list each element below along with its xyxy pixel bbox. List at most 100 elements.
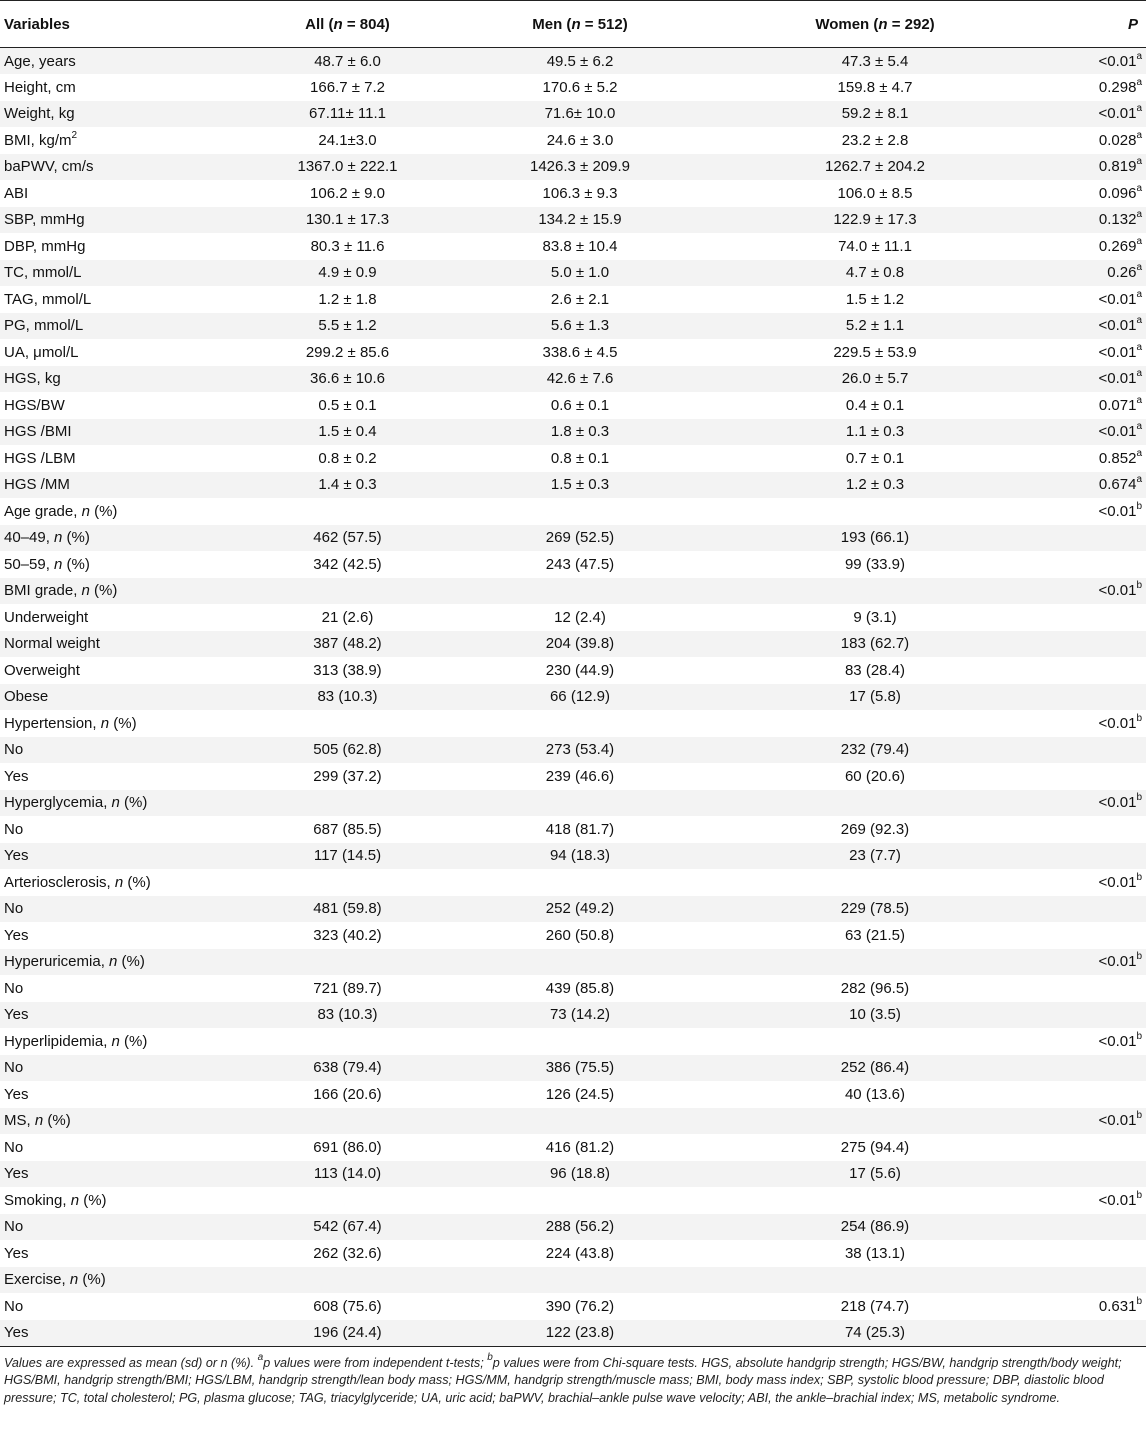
cell-p-value xyxy=(1040,684,1146,711)
table-row: No 687 (85.5) 418 (81.7) 269 (92.3) xyxy=(0,816,1146,843)
cell-all: 80.3 ± 11.6 xyxy=(310,237,385,255)
cell-men: 252 (49.2) xyxy=(545,900,615,918)
cell-men: 239 (46.6) xyxy=(545,767,615,785)
cell-men: 5.0 ± 1.0 xyxy=(550,264,610,282)
footnote-sup-a: a xyxy=(257,1352,264,1364)
cell-p-value xyxy=(1040,604,1146,631)
cell-men: 49.5 ± 6.2 xyxy=(546,52,614,70)
cell-p-value: <0.01b xyxy=(1098,500,1142,520)
cell-variable: Yes xyxy=(4,1324,29,1341)
cell-women: 229 (78.5) xyxy=(840,900,910,918)
cell-variable: HGS/BW xyxy=(4,396,65,414)
cell-p-value: <0.01a xyxy=(1098,315,1142,335)
cell-women: 4.7 ± 0.8 xyxy=(845,264,905,282)
cell-all: 196 (24.4) xyxy=(313,1324,382,1341)
cell-all xyxy=(245,1028,450,1055)
table-row: Smoking, n (%) <0.01b xyxy=(0,1187,1146,1214)
cell-p-value: 0.852a xyxy=(1098,447,1142,467)
cell-p-value xyxy=(1040,525,1146,552)
cell-women: 38 (13.1) xyxy=(844,1244,906,1262)
cell-all: 1.4 ± 0.3 xyxy=(318,476,377,494)
cell-all: 130.1 ± 17.3 xyxy=(305,211,390,229)
cell-all xyxy=(245,869,450,896)
cell-p-value xyxy=(1040,631,1146,658)
cell-all: 5.5 ± 1.2 xyxy=(318,317,377,335)
table-row: TAG, mmol/L 1.2 ± 1.8 2.6 ± 2.1 1.5 ± 1.2 <0… xyxy=(0,286,1146,313)
cell-p-value xyxy=(1040,1161,1146,1188)
cell-men: 224 (43.8) xyxy=(545,1244,615,1262)
table-row: DBP, mmHg 80.3 ± 11.6 83.8 ± 10.4 74.0 ± 11… xyxy=(0,233,1146,260)
table-row: No 638 (79.4) 386 (75.5) 252 (86.4) xyxy=(0,1054,1146,1081)
cell-p-value: <0.01b xyxy=(1098,871,1142,891)
cell-all xyxy=(245,578,450,605)
cell-women: 275 (94.4) xyxy=(840,1138,910,1156)
cell-p-value xyxy=(1040,922,1146,949)
cell-variable: No xyxy=(4,820,24,838)
cell-men: 418 (81.7) xyxy=(545,820,615,838)
table-row: TC, mmol/L 4.9 ± 0.9 5.0 ± 1.0 4.7 ± 0.8 0.2… xyxy=(0,259,1146,286)
table-row: Underweight 21 (2.6) 12 (2.4) 9 (3.1) xyxy=(0,604,1146,631)
cell-p-value xyxy=(1040,1002,1146,1029)
cell-all: 113 (14.0) xyxy=(313,1165,382,1183)
cell-women: 0.4 ± 0.1 xyxy=(845,396,905,414)
cell-men: 0.8 ± 0.1 xyxy=(550,449,610,467)
cell-variable: MS, n (%) xyxy=(4,1112,71,1130)
cell-p-value: 0.028a xyxy=(1098,129,1142,149)
cell-variable: No xyxy=(4,1059,24,1077)
cell-variable: Arteriosclerosis, n (%) xyxy=(4,873,151,891)
cell-men: 416 (81.2) xyxy=(545,1138,615,1156)
table-row: 40–49, n (%) 462 (57.5) 269 (52.5) 193 (66.… xyxy=(0,524,1146,552)
cell-women: 60 (20.6) xyxy=(844,767,906,785)
cell-all: 691 (86.0) xyxy=(313,1138,382,1156)
cell-variable: Obese xyxy=(4,688,49,706)
cell-women: 23 (7.7) xyxy=(849,847,901,865)
cell-p-value xyxy=(1040,763,1146,790)
cell-all xyxy=(245,498,450,525)
cell-all: 4.9 ± 0.9 xyxy=(318,264,377,282)
header-men: Men (n = 512) xyxy=(450,0,710,48)
cell-women xyxy=(710,498,1040,525)
cell-variable: TC, mmol/L xyxy=(4,264,82,282)
cell-women: 17 (5.6) xyxy=(849,1165,901,1183)
cell-all: 1.2 ± 1.8 xyxy=(318,290,377,308)
footnote-text-3: p values were from Chi-square tests. HGS… xyxy=(4,1355,1122,1405)
cell-variable: No xyxy=(4,741,24,759)
cell-all: 83 (10.3) xyxy=(317,1006,378,1024)
cell-p-value: 0.674a xyxy=(1098,474,1142,494)
table-row: Height, cm 166.7 ± 7.2 170.6 ± 5.2 159.8 ± … xyxy=(0,74,1146,101)
cell-men: 5.6 ± 1.3 xyxy=(550,317,610,335)
cell-women: 183 (62.7) xyxy=(840,635,910,653)
cell-p-value: <0.01a xyxy=(1098,368,1142,388)
table-row: No 542 (67.4) 288 (56.2) 254 (86.9) xyxy=(0,1213,1146,1240)
cell-variable: Age grade, n (%) xyxy=(4,502,118,520)
table-row: Hyperuricemia, n (%) <0.01b xyxy=(0,948,1146,975)
cell-women: 1262.7 ± 204.2 xyxy=(825,158,925,176)
cell-variable: Yes xyxy=(4,767,29,785)
cell-variable: Yes xyxy=(4,926,29,944)
table-row: No 721 (89.7) 439 (85.8) 282 (96.5) xyxy=(0,975,1146,1002)
cell-men: 273 (53.4) xyxy=(545,741,615,759)
cell-men: 243 (47.5) xyxy=(545,555,615,573)
cell-variable: Hyperglycemia, n (%) xyxy=(4,794,148,812)
cell-p-value: <0.01b xyxy=(1098,1189,1142,1209)
cell-men: 94 (18.3) xyxy=(549,847,611,865)
table-row: Weight, kg 67.11± 11.1 71.6± 10.0 59.2 ± 8.… xyxy=(0,100,1146,127)
cell-all: 166.7 ± 7.2 xyxy=(310,78,385,96)
cell-all xyxy=(245,1108,450,1135)
table-row: Overweight 313 (38.9) 230 (44.9) 83 (28.4) xyxy=(0,657,1146,684)
cell-men: 1426.3 ± 209.9 xyxy=(530,158,630,176)
cell-variable: ABI xyxy=(4,184,29,202)
cell-women: 26.0 ± 5.7 xyxy=(841,370,909,388)
header-p: P xyxy=(1040,0,1146,48)
table-row: ABI 106.2 ± 9.0 106.3 ± 9.3 106.0 ± 8.5 0.09… xyxy=(0,180,1146,207)
cell-p-value: 0.269a xyxy=(1098,235,1142,255)
cell-p-value xyxy=(1040,843,1146,870)
table-row: No 481 (59.8) 252 (49.2) 229 (78.5) xyxy=(0,895,1146,922)
cell-p-value: 0.132a xyxy=(1098,209,1142,229)
cell-women xyxy=(710,710,1040,737)
cell-all: 342 (42.5) xyxy=(313,555,382,573)
cell-women: 218 (74.7) xyxy=(840,1297,910,1315)
table-row: No 608 (75.6) 390 (76.2) 218 (74.7) 0.631b xyxy=(0,1293,1146,1320)
cell-women: 1.2 ± 0.3 xyxy=(845,476,905,494)
